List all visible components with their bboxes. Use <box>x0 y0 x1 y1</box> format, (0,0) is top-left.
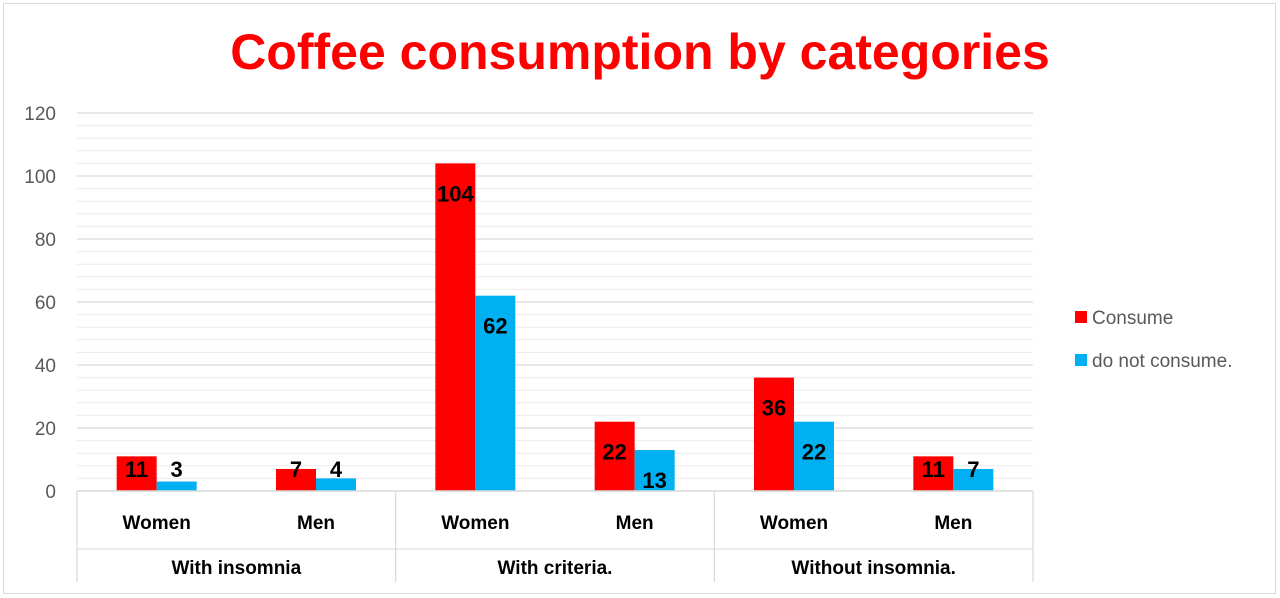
y-tick-label: 60 <box>35 293 56 314</box>
y-tick-label: 120 <box>24 104 56 125</box>
legend: Consume do not consume. <box>1075 308 1232 372</box>
bar-do-not-consume <box>316 478 356 491</box>
y-tick-label: 80 <box>35 230 56 251</box>
bars <box>116 163 994 491</box>
legend-swatch <box>1075 311 1087 323</box>
data-label: 7 <box>290 457 302 482</box>
chart-title: Coffee consumption by categories <box>230 24 1050 80</box>
data-label: 22 <box>802 440 826 465</box>
y-tick-label: 0 <box>45 482 56 503</box>
bar-consume <box>276 468 316 491</box>
data-label: 62 <box>483 314 507 339</box>
chart-frame <box>3 3 1276 594</box>
data-label: 22 <box>602 440 626 465</box>
bar-do-not-consume <box>634 450 675 491</box>
y-axis-ticks: 0 20 40 60 80 100 120 <box>24 104 56 503</box>
data-label: 11 <box>922 457 945 482</box>
y-tick-label: 20 <box>35 419 56 440</box>
x-axis: Women Men Women Men Women Men With insomnia Wit… <box>76 490 1034 582</box>
category-label: Men <box>934 513 972 534</box>
bar-consume <box>913 456 954 491</box>
bar-do-not-consume <box>475 295 516 491</box>
y-tick-label: 100 <box>24 167 56 188</box>
data-label: 13 <box>642 468 666 493</box>
bar-consume <box>754 377 794 491</box>
bar-consume <box>116 456 157 491</box>
data-label: 11 <box>125 457 148 482</box>
bar-do-not-consume <box>953 468 994 491</box>
category-label: Women <box>123 513 191 534</box>
bar-do-not-consume <box>156 481 197 491</box>
group-label: Without insomnia. <box>791 558 955 579</box>
bar-consume <box>594 421 635 491</box>
y-tick-label: 40 <box>35 356 56 377</box>
legend-label: do not consume. <box>1092 351 1232 372</box>
category-label: Men <box>297 513 335 534</box>
category-label: Men <box>616 513 654 534</box>
legend-swatch <box>1075 354 1087 366</box>
category-label: Women <box>760 513 828 534</box>
bar-consume <box>435 163 476 491</box>
bar-do-not-consume <box>794 421 834 491</box>
category-label: Women <box>441 513 509 534</box>
data-label: 4 <box>330 457 343 482</box>
group-label: With criteria. <box>498 558 613 579</box>
data-label: 36 <box>762 396 786 421</box>
group-label: With insomnia <box>171 558 301 579</box>
data-label: 3 <box>171 457 183 482</box>
legend-label: Consume <box>1092 308 1173 329</box>
gridlines <box>77 112 1033 479</box>
data-label: 104 <box>437 181 474 206</box>
data-label: 7 <box>967 457 979 482</box>
data-labels: 11 3 7 4 104 62 22 13 36 22 11 7 <box>125 181 979 493</box>
